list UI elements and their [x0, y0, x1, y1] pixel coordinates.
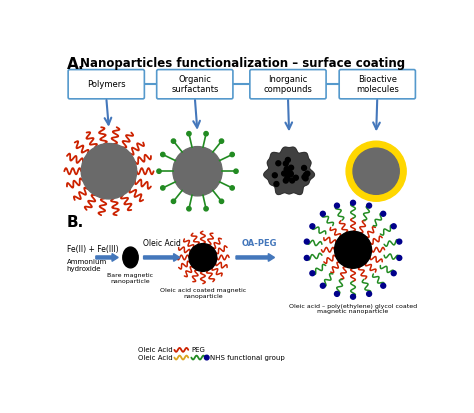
Circle shape — [285, 157, 290, 162]
Circle shape — [204, 131, 208, 136]
Text: Bare magnetic
nanoparticle: Bare magnetic nanoparticle — [108, 273, 154, 284]
Circle shape — [161, 186, 165, 190]
Circle shape — [346, 141, 406, 201]
Circle shape — [274, 182, 279, 186]
Circle shape — [302, 175, 307, 180]
Text: Oleic acid coated magnetic
nanoparticle: Oleic acid coated magnetic nanoparticle — [160, 288, 246, 299]
Polygon shape — [144, 254, 180, 261]
Circle shape — [234, 169, 238, 173]
Circle shape — [391, 271, 396, 276]
Text: Oleic Acid: Oleic Acid — [143, 239, 181, 248]
Polygon shape — [264, 147, 314, 195]
FancyBboxPatch shape — [250, 69, 326, 99]
Circle shape — [397, 239, 402, 244]
Circle shape — [230, 186, 234, 190]
Text: Oleic acid – poly(ethylene) glycol coated
magnetic nanoparticle: Oleic acid – poly(ethylene) glycol coate… — [289, 304, 417, 314]
Polygon shape — [236, 254, 274, 261]
Circle shape — [282, 171, 287, 176]
Text: Oleic Acid: Oleic Acid — [138, 354, 173, 361]
Circle shape — [286, 171, 291, 176]
Text: Fe(II) + Fe(III): Fe(II) + Fe(III) — [66, 245, 118, 254]
Circle shape — [303, 176, 308, 181]
Circle shape — [276, 161, 281, 166]
Text: Nanoparticles functionalization – surface coating: Nanoparticles functionalization – surfac… — [81, 57, 405, 70]
Circle shape — [161, 152, 165, 157]
Circle shape — [219, 199, 224, 204]
FancyBboxPatch shape — [68, 69, 145, 99]
FancyBboxPatch shape — [339, 69, 415, 99]
Circle shape — [304, 256, 309, 260]
Circle shape — [289, 165, 293, 170]
Text: Ammonium
hydroxide: Ammonium hydroxide — [66, 259, 107, 272]
Circle shape — [283, 161, 288, 166]
Circle shape — [285, 167, 290, 172]
Polygon shape — [96, 254, 118, 261]
Circle shape — [353, 148, 399, 195]
Text: B.: B. — [66, 215, 84, 230]
Circle shape — [310, 224, 315, 229]
Circle shape — [81, 143, 137, 199]
Circle shape — [283, 178, 288, 183]
Circle shape — [310, 271, 315, 276]
Circle shape — [187, 131, 191, 136]
Circle shape — [230, 152, 234, 157]
Circle shape — [305, 171, 310, 176]
Circle shape — [204, 355, 209, 360]
Text: Organic
surfactants: Organic surfactants — [171, 74, 219, 94]
Text: NHS functional group: NHS functional group — [210, 354, 284, 361]
Circle shape — [284, 167, 289, 172]
Circle shape — [381, 283, 386, 288]
Circle shape — [320, 283, 325, 288]
Circle shape — [171, 199, 176, 204]
Circle shape — [351, 294, 356, 299]
Text: PEG: PEG — [191, 347, 205, 353]
Text: A.: A. — [66, 57, 84, 72]
Circle shape — [335, 203, 339, 208]
Circle shape — [171, 139, 176, 143]
Circle shape — [397, 256, 402, 260]
Circle shape — [204, 206, 208, 211]
Circle shape — [381, 211, 386, 216]
Circle shape — [286, 168, 291, 173]
Circle shape — [301, 166, 307, 171]
Text: Polymers: Polymers — [87, 80, 126, 89]
Circle shape — [391, 224, 396, 229]
Circle shape — [320, 211, 325, 216]
Circle shape — [366, 203, 372, 208]
Circle shape — [187, 206, 191, 211]
Circle shape — [157, 169, 161, 173]
Circle shape — [293, 175, 298, 180]
Circle shape — [290, 178, 295, 183]
Text: Bioactive
molecules: Bioactive molecules — [356, 74, 399, 94]
Circle shape — [288, 171, 293, 176]
Circle shape — [304, 239, 309, 244]
Circle shape — [189, 244, 217, 271]
Circle shape — [303, 173, 309, 177]
Text: Oleic Acid: Oleic Acid — [138, 347, 173, 353]
Circle shape — [288, 172, 293, 177]
Circle shape — [273, 173, 277, 178]
Circle shape — [366, 292, 372, 297]
Ellipse shape — [123, 247, 138, 268]
Circle shape — [335, 292, 339, 297]
Circle shape — [335, 231, 372, 268]
Text: OA-PEG: OA-PEG — [241, 239, 277, 248]
FancyBboxPatch shape — [157, 69, 233, 99]
Text: Inorganic
compounds: Inorganic compounds — [264, 74, 312, 94]
Circle shape — [285, 176, 290, 180]
Circle shape — [351, 200, 356, 205]
Circle shape — [219, 139, 224, 143]
Circle shape — [173, 147, 222, 196]
